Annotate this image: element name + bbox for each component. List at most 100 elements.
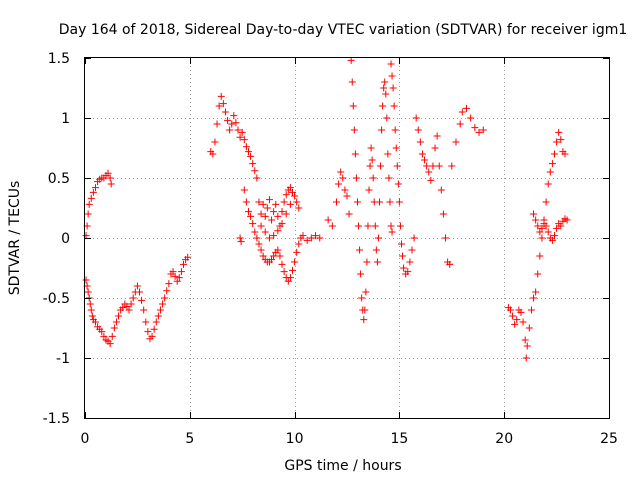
data-point: [316, 234, 324, 242]
data-point: [542, 198, 550, 206]
data-point: [249, 220, 257, 228]
data-point: [386, 198, 394, 206]
data-point: [356, 246, 364, 254]
data-point: [387, 222, 395, 230]
data-point: [161, 294, 169, 302]
data-point: [215, 102, 223, 110]
data-point: [247, 152, 255, 160]
data-point: [371, 222, 379, 230]
data-point: [523, 342, 531, 350]
data-point: [276, 252, 284, 260]
data-point: [347, 56, 355, 64]
data-point: [237, 238, 245, 246]
data-point: [410, 234, 418, 242]
y-tick-label: 0.5: [48, 171, 70, 187]
data-point: [219, 100, 227, 108]
data-point: [337, 168, 345, 176]
data-point: [345, 210, 353, 218]
data-point: [255, 240, 263, 248]
data-point: [530, 210, 538, 218]
data-point: [234, 126, 242, 134]
data-point: [406, 258, 414, 266]
data-point: [362, 288, 370, 296]
data-point: [375, 198, 383, 206]
data-point: [217, 92, 225, 100]
data-point: [353, 198, 361, 206]
data-point: [261, 228, 269, 236]
data-point: [389, 84, 397, 92]
data-point: [228, 120, 236, 128]
data-point: [278, 260, 286, 268]
data-point: [513, 316, 521, 324]
data-point: [307, 234, 315, 242]
data-point: [421, 156, 429, 164]
data-point: [553, 138, 561, 146]
data-point: [253, 234, 261, 242]
data-point: [557, 222, 565, 230]
axis-ticks: [85, 58, 610, 419]
data-point: [91, 184, 99, 192]
data-point: [548, 160, 556, 168]
data-point: [236, 234, 244, 242]
data-point: [379, 102, 387, 110]
data-point: [303, 236, 311, 244]
data-point: [548, 236, 556, 244]
data-point: [348, 78, 356, 86]
data-point: [366, 162, 374, 170]
data-point: [268, 256, 276, 264]
data-point: [152, 318, 160, 326]
data-point: [363, 258, 371, 266]
y-axis-title: SDTVAR / TECUs: [7, 181, 23, 296]
data-point: [408, 246, 416, 254]
data-point: [383, 114, 391, 122]
data-point: [89, 188, 97, 196]
data-point: [352, 174, 360, 182]
data-point: [361, 306, 369, 314]
data-point: [150, 325, 158, 333]
data-point: [335, 180, 343, 188]
data-point: [259, 200, 267, 208]
x-axis-title: GPS time / hours: [284, 458, 401, 474]
data-point: [209, 150, 217, 158]
data-point: [263, 204, 271, 212]
data-point: [242, 143, 250, 151]
data-point: [140, 306, 148, 314]
y-tick-label: -0.5: [43, 291, 70, 307]
data-point: [236, 133, 244, 141]
data-point: [180, 260, 188, 268]
data-point: [360, 316, 368, 324]
data-point: [471, 124, 479, 132]
data-point: [425, 168, 433, 176]
data-point: [211, 138, 219, 146]
data-point: [244, 148, 252, 156]
data-point: [257, 246, 265, 254]
data-point: [392, 144, 400, 152]
data-point: [291, 258, 299, 266]
data-point: [397, 240, 405, 248]
data-point: [221, 108, 229, 116]
data-point: [400, 264, 408, 272]
data-point: [224, 116, 232, 124]
data-point: [517, 308, 525, 316]
data-point: [163, 287, 171, 295]
data-point: [369, 174, 377, 182]
data-point: [475, 128, 483, 136]
data-point: [154, 312, 162, 320]
data-point: [299, 232, 307, 240]
data-point: [159, 300, 167, 308]
data-point: [553, 224, 561, 232]
data-point: [173, 277, 181, 285]
data-point: [138, 296, 146, 304]
data-point: [274, 246, 282, 254]
data-point: [268, 216, 276, 224]
data-point: [551, 232, 559, 240]
data-point: [156, 306, 164, 314]
data-point: [435, 162, 443, 170]
data-point: [242, 198, 250, 206]
data-point: [519, 318, 527, 326]
data-point: [412, 114, 420, 122]
data-point: [265, 196, 273, 204]
data-point: [396, 222, 404, 230]
data-point: [244, 208, 252, 216]
data-point: [86, 300, 94, 308]
